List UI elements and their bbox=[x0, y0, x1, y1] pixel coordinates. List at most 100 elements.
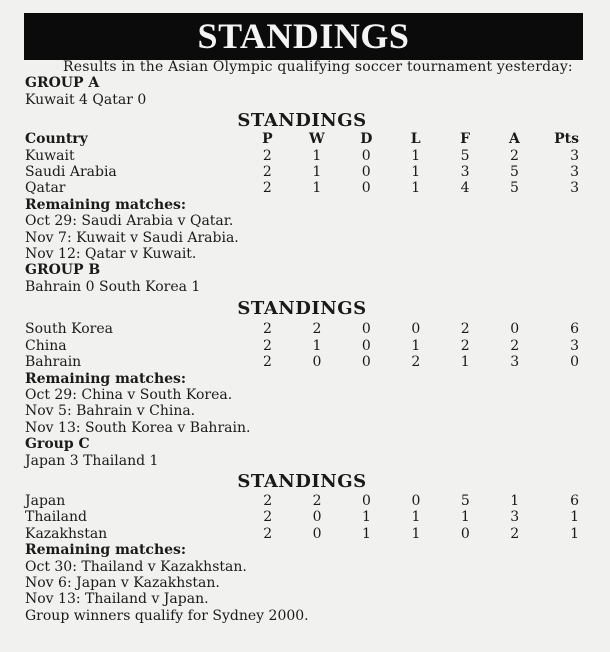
group-b-result: Bahrain 0 South Korea 1 bbox=[25, 278, 201, 295]
group-a-standings-table: Country P W D L F A Pts Kuwait 2 1 0 1 5 2 3 Sa… bbox=[25, 131, 579, 197]
cell: Thailand bbox=[25, 509, 87, 526]
group-a-remaining-heading: Remaining matches: bbox=[25, 196, 187, 213]
fixture: Nov 12: Qatar v Kuwait. bbox=[25, 246, 197, 263]
cell: 3 bbox=[570, 164, 579, 181]
col-d: D bbox=[360, 131, 373, 148]
fixture: Nov 7: Kuwait v Saudi Arabia. bbox=[25, 229, 239, 246]
fixture: Nov 13: Thailand v Japan. bbox=[25, 591, 209, 608]
table-row: Japan 2 2 0 0 5 1 6 bbox=[25, 493, 579, 509]
cell: 1 bbox=[411, 164, 421, 181]
cell: 1 bbox=[510, 492, 520, 509]
col-pts: Pts bbox=[554, 131, 579, 148]
cell: 0 bbox=[361, 180, 371, 197]
cell: 4 bbox=[460, 180, 470, 197]
cell: 1 bbox=[411, 525, 421, 542]
group-b-heading: GROUP B bbox=[25, 262, 101, 279]
cell: 0 bbox=[361, 147, 371, 164]
cell: China bbox=[25, 337, 67, 354]
cell: Japan bbox=[25, 492, 66, 509]
cell: 1 bbox=[312, 180, 322, 197]
cell: 0 bbox=[361, 337, 371, 354]
fixture: Oct 29: China v South Korea. bbox=[25, 386, 233, 403]
cell: Kuwait bbox=[25, 147, 75, 164]
cell: 0 bbox=[361, 164, 371, 181]
group-c-remaining-heading: Remaining matches: bbox=[25, 542, 187, 559]
group-c-standings-heading: STANDINGS bbox=[237, 470, 367, 492]
cell: 1 bbox=[460, 509, 470, 526]
cell: 1 bbox=[411, 147, 421, 164]
cell: 1 bbox=[570, 525, 579, 542]
cell: 2 bbox=[263, 509, 273, 526]
col-l: L bbox=[410, 131, 421, 148]
page-title: STANDINGS bbox=[24, 13, 583, 60]
cell: 1 bbox=[312, 164, 322, 181]
cell: 3 bbox=[570, 180, 579, 197]
cell: 2 bbox=[411, 354, 421, 371]
cell: 5 bbox=[509, 180, 519, 197]
cell: Saudi Arabia bbox=[25, 164, 117, 181]
cell: 6 bbox=[570, 321, 579, 338]
group-a-standings-heading: STANDINGS bbox=[237, 110, 367, 132]
cell: 1 bbox=[312, 147, 322, 164]
table-row: China 2 1 0 1 2 2 3 bbox=[25, 338, 579, 354]
group-c-result: Japan 3 Thailand 1 bbox=[25, 452, 159, 469]
cell: Bahrain bbox=[25, 354, 82, 371]
group-b-standings-heading: STANDINGS bbox=[237, 298, 367, 320]
cell: 2 bbox=[460, 321, 470, 338]
cell: 3 bbox=[570, 147, 579, 164]
table-row: Saudi Arabia 2 1 0 1 3 5 3 bbox=[25, 164, 579, 180]
cell: 3 bbox=[570, 337, 579, 354]
cell: 0 bbox=[570, 354, 579, 371]
cell: 3 bbox=[510, 354, 520, 371]
cell: 2 bbox=[509, 147, 519, 164]
cell: 0 bbox=[361, 354, 371, 371]
cell: 2 bbox=[263, 337, 272, 354]
cell: 2 bbox=[263, 321, 272, 338]
table-row: South Korea 2 2 0 0 2 0 6 bbox=[25, 321, 579, 337]
group-a-heading: GROUP A bbox=[25, 75, 100, 92]
cell: 0 bbox=[312, 509, 322, 526]
cell: 0 bbox=[510, 321, 520, 338]
cell: 2 bbox=[263, 354, 272, 371]
col-a: A bbox=[509, 131, 520, 148]
article-body: Results in the Asian Olympic qualifying … bbox=[25, 59, 579, 624]
cell: 1 bbox=[570, 509, 579, 526]
col-f: F bbox=[460, 131, 471, 148]
cell: 0 bbox=[361, 321, 371, 338]
group-c-standings-table: Japan 2 2 0 0 5 1 6 Thailand 2 0 1 1 1 3 1 Kazakhstan 2… bbox=[25, 493, 579, 542]
cell: 5 bbox=[460, 492, 470, 509]
intro-text: Results in the Asian Olympic qualifying … bbox=[63, 59, 573, 75]
cell: 1 bbox=[411, 180, 421, 197]
cell: 5 bbox=[509, 164, 519, 181]
fixture: Nov 5: Bahrain v China. bbox=[25, 403, 196, 420]
cell: 5 bbox=[460, 147, 470, 164]
cell: 0 bbox=[411, 321, 421, 338]
col-w: W bbox=[308, 131, 325, 148]
cell: 2 bbox=[510, 525, 520, 542]
cell: 1 bbox=[312, 337, 322, 354]
table-row: Kuwait 2 1 0 1 5 2 3 bbox=[25, 148, 579, 164]
cell: 2 bbox=[263, 525, 273, 542]
cell: 2 bbox=[262, 147, 272, 164]
cell: 3 bbox=[510, 509, 520, 526]
col-country: Country bbox=[25, 131, 88, 148]
fixture: Oct 30: Thailand v Kazakhstan. bbox=[25, 558, 247, 575]
fixture: Nov 6: Japan v Kazakhstan. bbox=[25, 574, 220, 591]
cell: South Korea bbox=[25, 321, 113, 338]
cell: 2 bbox=[312, 321, 322, 338]
cell: 0 bbox=[460, 525, 470, 542]
cell: 3 bbox=[460, 164, 470, 181]
col-p: P bbox=[262, 131, 273, 148]
cell: 2 bbox=[460, 337, 470, 354]
table-row: Qatar 2 1 0 1 4 5 3 bbox=[25, 180, 579, 196]
group-b-standings-table: South Korea 2 2 0 0 2 0 6 China 2 1 0 1 2 2 3 Bahrain 2… bbox=[25, 321, 579, 370]
cell: Kazakhstan bbox=[25, 525, 108, 542]
footer-note: Group winners qualify for Sydney 2000. bbox=[25, 607, 309, 624]
cell: 1 bbox=[460, 354, 470, 371]
table-header-row: Country P W D L F A Pts bbox=[25, 131, 579, 147]
group-c-heading: Group C bbox=[25, 436, 90, 453]
cell: 2 bbox=[312, 492, 322, 509]
table-row: Kazakhstan 2 0 1 1 0 2 1 bbox=[25, 526, 579, 542]
cell: 0 bbox=[312, 525, 322, 542]
cell: 0 bbox=[312, 354, 322, 371]
